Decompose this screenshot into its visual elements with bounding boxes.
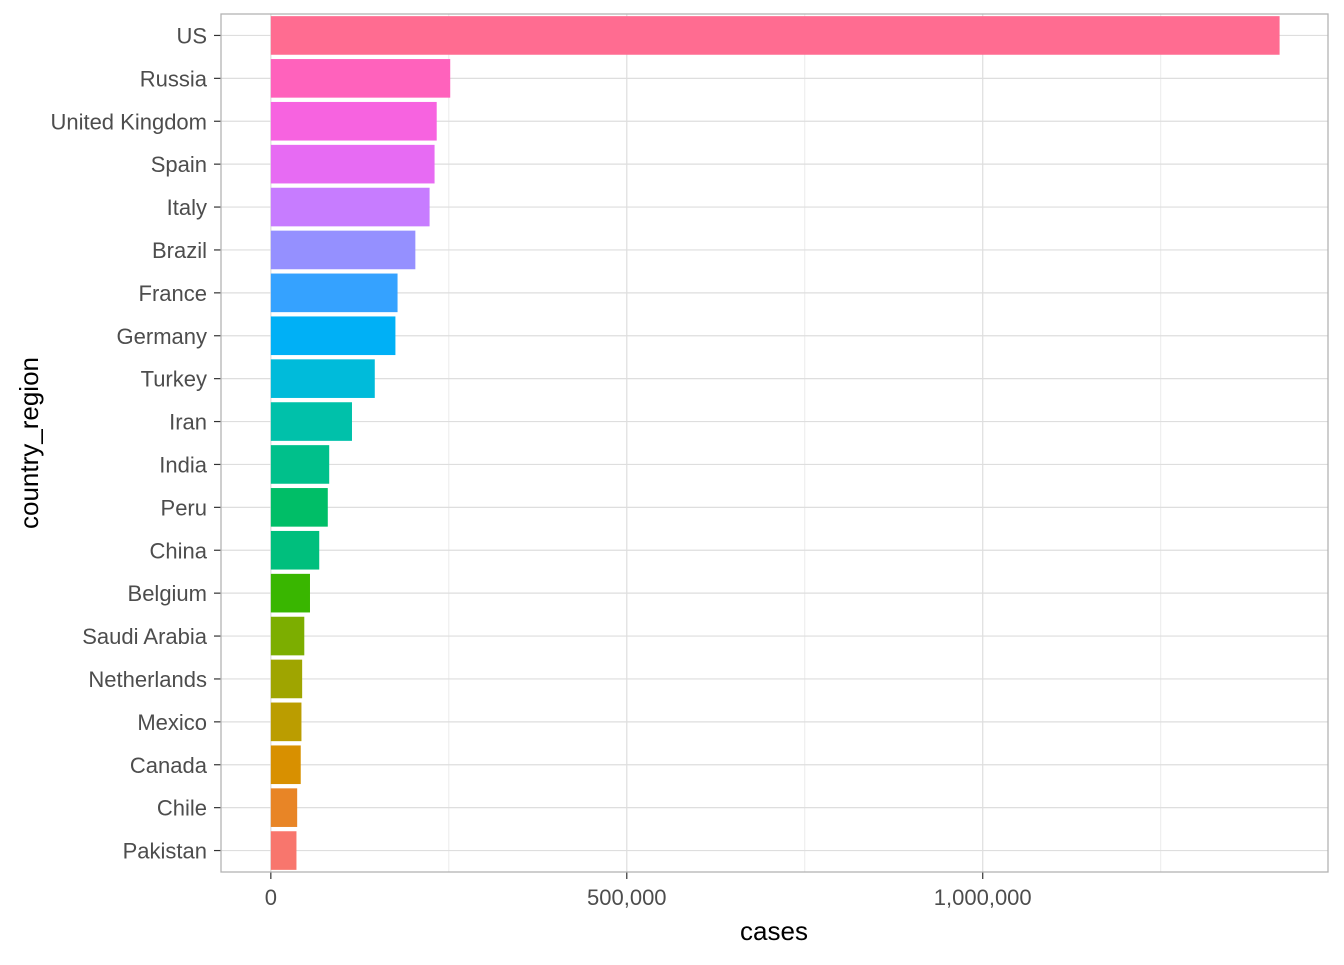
y-axis-title: country_region bbox=[14, 357, 44, 529]
panel-frame bbox=[220, 13, 1329, 873]
category-label: Iran bbox=[169, 410, 207, 435]
bar-russia bbox=[270, 59, 451, 98]
bar-united-kingdom bbox=[270, 101, 437, 141]
category-label: United Kingdom bbox=[50, 109, 207, 134]
bar-germany bbox=[270, 316, 396, 356]
bar-peru bbox=[270, 488, 328, 527]
x-tick-label: 0 bbox=[265, 885, 277, 910]
category-label: Peru bbox=[161, 495, 207, 520]
category-label: Brazil bbox=[152, 238, 207, 263]
bar-pakistan bbox=[270, 831, 297, 870]
category-label: Germany bbox=[117, 324, 207, 349]
bar-turkey bbox=[270, 359, 375, 398]
category-label: Netherlands bbox=[88, 667, 207, 692]
bar-mexico bbox=[270, 702, 302, 742]
category-label: France bbox=[139, 281, 207, 306]
bars bbox=[270, 16, 1280, 870]
category-label: Italy bbox=[167, 195, 207, 220]
x-tick-label: 1,000,000 bbox=[934, 885, 1032, 910]
bar-canada bbox=[270, 745, 301, 785]
x-axis-title: cases bbox=[740, 916, 808, 946]
category-label: Russia bbox=[140, 66, 208, 91]
x-tick-label: 500,000 bbox=[587, 885, 667, 910]
x-tick-labels: 0 500,000 1,000,000 bbox=[265, 885, 1032, 910]
bar-brazil bbox=[270, 230, 416, 270]
category-label: Turkey bbox=[141, 367, 207, 392]
category-label: US bbox=[176, 23, 207, 48]
bar-netherlands bbox=[270, 659, 303, 699]
category-label: Canada bbox=[130, 753, 208, 778]
bar-italy bbox=[270, 187, 430, 227]
bar-china bbox=[270, 530, 320, 570]
category-label: Belgium bbox=[128, 581, 207, 606]
panel-border bbox=[214, 13, 1329, 879]
grid-lines bbox=[221, 14, 1328, 872]
bar-india bbox=[270, 445, 330, 484]
bar-chile bbox=[270, 788, 298, 827]
category-label: Spain bbox=[151, 152, 207, 177]
bar-belgium bbox=[270, 573, 310, 613]
bar-spain bbox=[270, 144, 435, 184]
category-label: Pakistan bbox=[123, 839, 207, 864]
bar-us bbox=[270, 16, 1280, 55]
category-label: Mexico bbox=[137, 710, 207, 735]
category-label: India bbox=[159, 452, 207, 477]
category-label: Saudi Arabia bbox=[82, 624, 208, 649]
bar-saudi-arabia bbox=[270, 616, 305, 656]
bar-france bbox=[270, 273, 398, 313]
category-labels: US Russia United Kingdom Spain Italy Brazil Fr… bbox=[50, 23, 207, 863]
category-label: Chile bbox=[157, 796, 207, 821]
bar-iran bbox=[270, 402, 352, 441]
category-label: China bbox=[150, 538, 208, 563]
